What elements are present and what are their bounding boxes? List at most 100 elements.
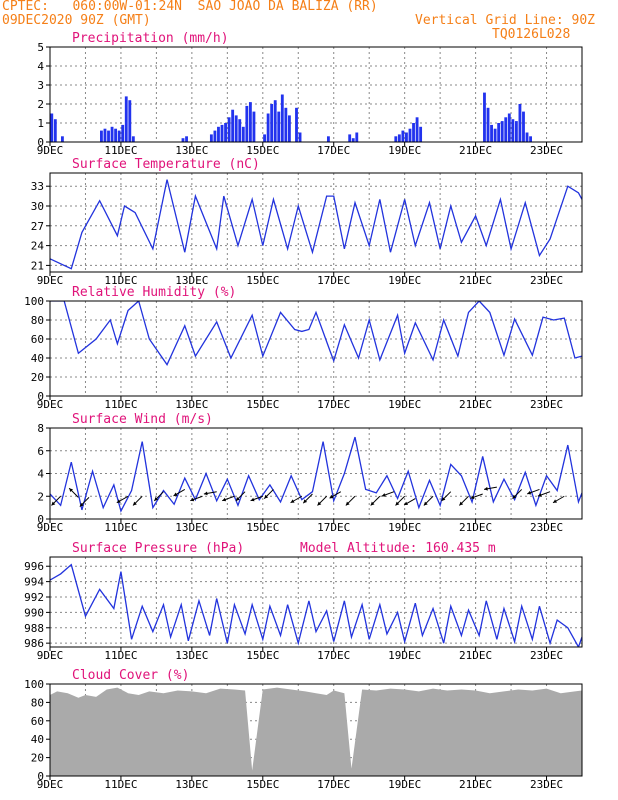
panel-frame bbox=[49, 46, 583, 143]
x-tick-label: 23DEC bbox=[530, 521, 563, 534]
series-line bbox=[50, 563, 582, 647]
x-tick-label: 17DEC bbox=[317, 521, 350, 534]
precip-bar bbox=[355, 132, 359, 142]
x-tick-label: 19DEC bbox=[388, 274, 421, 287]
x-tick-label: 13DEC bbox=[175, 144, 208, 157]
y-tick-label: 60 bbox=[31, 333, 44, 346]
y-tick-label: 992 bbox=[24, 591, 44, 604]
x-tick-label: 21DEC bbox=[459, 398, 492, 411]
wind-arrow-head bbox=[235, 497, 240, 501]
panel-frame bbox=[49, 683, 583, 777]
header-date: 09DEC2020 90Z (GMT) bbox=[2, 13, 151, 28]
precip-bar bbox=[128, 100, 132, 142]
y-tick-label: 21 bbox=[31, 259, 44, 272]
x-tick-label: 9DEC bbox=[37, 274, 64, 287]
x-tick-label: 11DEC bbox=[104, 274, 137, 287]
y-tick-label: 990 bbox=[24, 606, 44, 619]
x-tick-label: 19DEC bbox=[388, 521, 421, 534]
precip-bar bbox=[241, 126, 245, 142]
x-tick-label: 21DEC bbox=[459, 778, 492, 791]
y-tick-label: 40 bbox=[31, 733, 44, 746]
x-tick-label: 11DEC bbox=[104, 649, 137, 662]
wind-arrow-head bbox=[395, 501, 400, 506]
precip-bar bbox=[284, 107, 288, 142]
x-tick-label: 13DEC bbox=[175, 778, 208, 791]
wind-arrow-head bbox=[537, 493, 542, 497]
y-tick-label: 0 bbox=[37, 136, 44, 149]
precip-bar bbox=[287, 115, 291, 142]
wind-arrow-head bbox=[203, 491, 208, 496]
precip-bar bbox=[401, 130, 405, 142]
x-tick-label: 11DEC bbox=[104, 144, 137, 157]
wind-arrow-head bbox=[69, 488, 74, 493]
wind-arrow-head bbox=[329, 494, 334, 499]
x-tick-label: 19DEC bbox=[388, 778, 421, 791]
wind-arrow-head bbox=[250, 497, 255, 502]
precip-bar bbox=[121, 124, 125, 142]
series-line bbox=[50, 301, 582, 366]
panel-title: Precipitation (mm/h) bbox=[72, 31, 229, 46]
precip-bar bbox=[224, 123, 227, 142]
series-line bbox=[50, 436, 582, 513]
y-tick-label: 988 bbox=[24, 622, 44, 635]
wind-arrow-head bbox=[484, 486, 488, 491]
precip-bar bbox=[511, 119, 515, 142]
precip-bar bbox=[507, 113, 511, 142]
precip-bar bbox=[53, 119, 57, 142]
precip-bar bbox=[490, 124, 493, 142]
precip-bar bbox=[231, 109, 235, 142]
y-tick-label: 994 bbox=[24, 576, 44, 589]
wind-arrow-head bbox=[79, 502, 84, 507]
x-tick-label: 15DEC bbox=[246, 274, 279, 287]
y-tick-label: 3 bbox=[37, 79, 44, 92]
precip-bar bbox=[234, 115, 238, 142]
x-tick-label: 15DEC bbox=[246, 649, 279, 662]
x-tick-label: 19DEC bbox=[388, 144, 421, 157]
header-model: TQ0126L028 bbox=[492, 27, 571, 42]
x-tick-label: 23DEC bbox=[530, 398, 563, 411]
x-tick-label: 23DEC bbox=[530, 778, 563, 791]
x-tick-label: 13DEC bbox=[175, 274, 208, 287]
wind-arrow-head bbox=[345, 501, 350, 506]
panel-title: Cloud Cover (%) bbox=[72, 668, 189, 683]
y-tick-label: 2 bbox=[37, 98, 44, 111]
precip-bar bbox=[483, 92, 486, 142]
x-tick-label: 9DEC bbox=[37, 649, 64, 662]
x-tick-label: 17DEC bbox=[317, 778, 350, 791]
wind-arrow-head bbox=[381, 493, 386, 497]
wind-arrow-head bbox=[303, 499, 308, 504]
precip-bar bbox=[263, 134, 266, 142]
precip-bar bbox=[514, 121, 518, 142]
precip-bar bbox=[493, 128, 497, 142]
wind-arrow-head bbox=[290, 499, 295, 503]
precip-bar bbox=[408, 128, 412, 142]
wind-arrow-head bbox=[459, 501, 464, 506]
wind-arrow-head bbox=[527, 490, 532, 495]
y-tick-label: 0 bbox=[37, 390, 44, 403]
y-tick-label: 0 bbox=[37, 513, 44, 526]
precip-bar bbox=[117, 130, 121, 142]
panel-title: Surface Temperature (nC) bbox=[72, 157, 260, 172]
precip-bar bbox=[213, 130, 217, 142]
y-tick-label: 986 bbox=[24, 637, 44, 650]
precip-bar bbox=[280, 94, 284, 142]
y-tick-label: 5 bbox=[37, 41, 44, 54]
wind-arrow-head bbox=[154, 497, 159, 501]
y-tick-label: 100 bbox=[24, 295, 44, 308]
x-tick-label: 15DEC bbox=[246, 398, 279, 411]
x-tick-label: 11DEC bbox=[104, 778, 137, 791]
y-tick-label: 8 bbox=[37, 422, 44, 435]
precip-bar bbox=[348, 134, 352, 142]
precip-bar bbox=[415, 117, 419, 142]
precip-bar bbox=[497, 123, 501, 142]
y-tick-label: 80 bbox=[31, 696, 44, 709]
x-tick-label: 19DEC bbox=[388, 649, 421, 662]
precip-bar bbox=[397, 134, 401, 142]
panel-title: Relative Humidity (%) bbox=[72, 285, 236, 300]
panel-frame bbox=[49, 556, 583, 648]
x-tick-label: 9DEC bbox=[37, 398, 64, 411]
precip-bar bbox=[270, 104, 274, 142]
x-tick-label: 11DEC bbox=[104, 398, 137, 411]
precip-bar bbox=[131, 136, 135, 142]
